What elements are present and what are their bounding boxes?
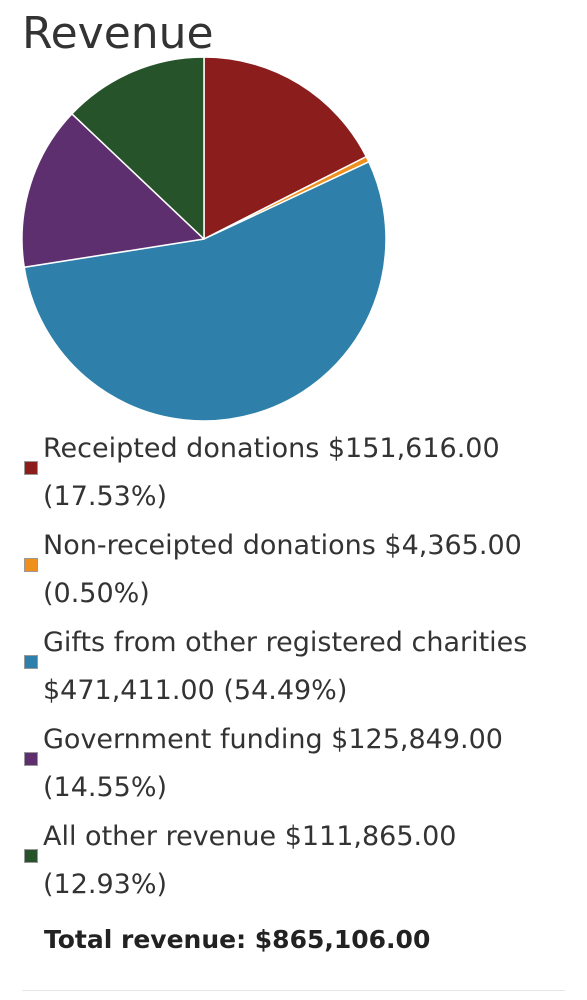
legend-item-gifts-from-charities[interactable]: Gifts from other registered charities $4… [22,619,562,716]
legend-swatch [24,558,38,572]
legend-label: Gifts from other registered charities [43,627,528,658]
divider [22,990,565,991]
legend-item-government-funding[interactable]: Government funding $125,849.00 (14.55%) [22,716,562,813]
legend-value: (17.53%) [43,481,168,512]
chart-legend: Receipted donations $151,616.00 (17.53%)… [22,425,562,910]
legend-item-non-receipted-donations[interactable]: Non-receipted donations $4,365.00 (0.50%… [22,522,562,619]
legend-label: Receipted donations $151,616.00 [43,433,500,464]
legend-label: Non-receipted donations $4,365.00 [43,530,522,561]
pie-slice-receipted-donations[interactable] [203,56,368,240]
pie-slice-all-other-revenue[interactable] [71,56,205,240]
pie-slice-gifts-from-charities[interactable] [23,161,387,422]
legend-item-all-other-revenue[interactable]: All other revenue $111,865.00 (12.93%) [22,813,562,910]
legend-value: (0.50%) [43,578,150,609]
legend-label: All other revenue $111,865.00 [43,821,457,852]
legend-swatch [24,752,38,766]
legend-value: (14.55%) [43,772,168,803]
legend-value: (12.93%) [43,869,168,900]
pie-chart-svg [21,56,387,422]
pie-slice-government-funding[interactable] [21,113,205,268]
legend-value: $471,411.00 (54.49%) [43,675,348,706]
legend-label: Government funding $125,849.00 [43,724,503,755]
revenue-pie-chart [0,0,587,430]
legend-swatch [24,849,38,863]
page-title: Revenue [22,8,214,59]
legend-swatch [24,655,38,669]
legend-item-receipted-donations[interactable]: Receipted donations $151,616.00 (17.53%) [22,425,562,522]
legend-swatch [24,461,38,475]
total-revenue: Total revenue: $865,106.00 [44,925,431,954]
